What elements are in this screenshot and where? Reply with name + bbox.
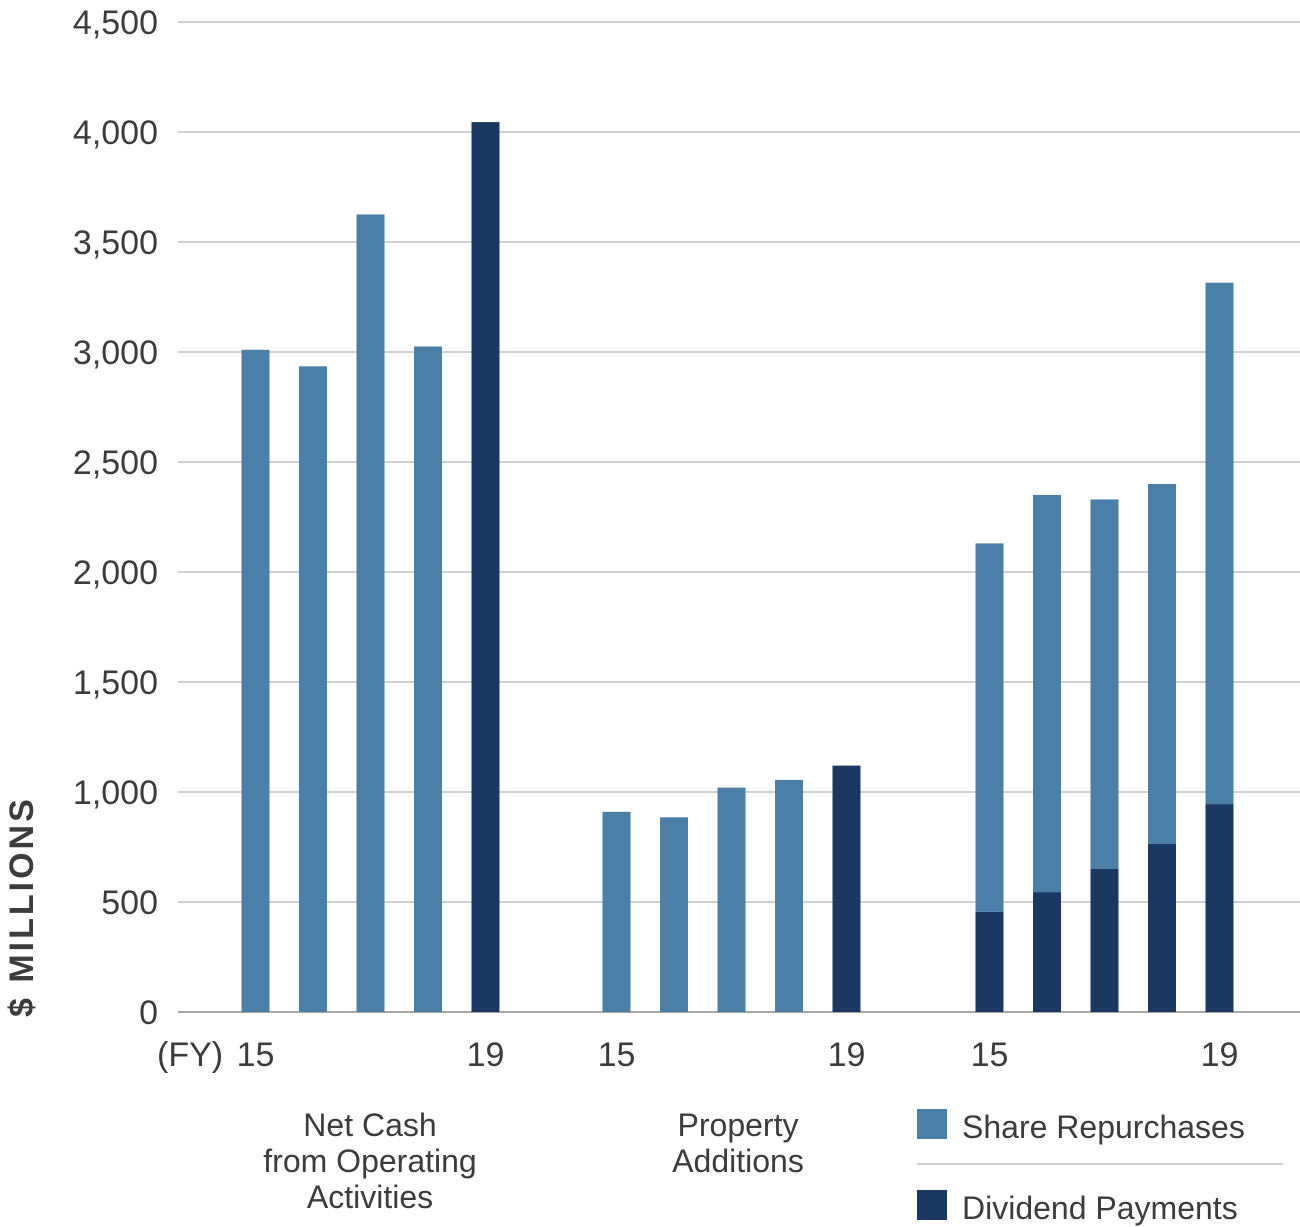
legend-label-share-repurchases: Share Repurchases: [962, 1109, 1245, 1145]
bar-share-repurchases: [1090, 499, 1119, 869]
group-label: Net Cash from Operating Activities: [263, 1107, 476, 1215]
y-tick-label: 2,000: [73, 554, 158, 592]
legend-label-dividend-payments: Dividend Payments: [962, 1190, 1238, 1226]
bar-dividend-payments: [1148, 843, 1176, 1012]
bar: [241, 349, 270, 1012]
bar-dividend-payments: [1033, 892, 1061, 1012]
bar-share-repurchases: [975, 543, 1004, 912]
y-tick-label: 3,000: [73, 334, 158, 372]
x-tick-label: 19: [1201, 1036, 1239, 1074]
bar: [471, 122, 500, 1013]
bar: [414, 346, 442, 1012]
bar-dividend-payments: [975, 911, 1004, 1012]
x-tick-label: 19: [467, 1036, 505, 1074]
bar: [602, 811, 631, 1012]
x-tick-label: 15: [598, 1036, 636, 1074]
y-tick-label: 500: [101, 884, 158, 922]
y-tick-label: 4,500: [73, 4, 158, 42]
bar-share-repurchases: [1148, 484, 1176, 844]
bar-share-repurchases: [1205, 282, 1234, 805]
bar-dividend-payments: [1205, 804, 1234, 1012]
legend-swatch-share-repurchases: [917, 1109, 947, 1139]
group-label-line: Net Cash: [303, 1107, 436, 1143]
y-tick-label: 2,500: [73, 444, 158, 482]
bar-share-repurchases: [1033, 495, 1061, 893]
legend: Share Repurchases Dividend Payments: [917, 1109, 1283, 1226]
x-tick-label: 19: [828, 1036, 866, 1074]
x-tick-label: 15: [971, 1036, 1009, 1074]
group-label-line: Property: [678, 1107, 799, 1143]
bar: [299, 366, 327, 1012]
y-tick-label: 4,000: [73, 114, 158, 152]
bar: [717, 787, 746, 1012]
group-label-line: Activities: [307, 1179, 433, 1215]
x-axis-prefix: (FY): [157, 1036, 223, 1074]
group-label-line: Additions: [672, 1143, 804, 1179]
y-tick-label: 1,500: [73, 664, 158, 702]
bar-dividend-payments: [1090, 869, 1119, 1012]
bar: [660, 817, 688, 1012]
y-tick-label: 3,500: [73, 224, 158, 262]
y-tick-label: 0: [139, 994, 158, 1032]
x-axis-ticks: (FY) 15 19 15 19 15 19: [157, 1036, 1238, 1074]
group-label: Property Additions: [672, 1107, 804, 1179]
bar: [775, 779, 803, 1012]
bar: [832, 765, 861, 1012]
y-axis-ticks: 0 500 1,000 1,500 2,000 2,500 3,000 3,500 4,000 4…: [73, 4, 158, 1032]
x-tick-label: 15: [237, 1036, 275, 1074]
bar: [356, 214, 385, 1012]
bars: [241, 122, 1234, 1013]
group-label-line: from Operating: [263, 1143, 476, 1179]
group-labels: Net Cash from Operating Activities Property…: [263, 1107, 804, 1215]
y-tick-label: 1,000: [73, 774, 158, 812]
y-axis-label: $ MILLIONS: [3, 796, 41, 1017]
legend-swatch-dividend-payments: [917, 1190, 947, 1220]
